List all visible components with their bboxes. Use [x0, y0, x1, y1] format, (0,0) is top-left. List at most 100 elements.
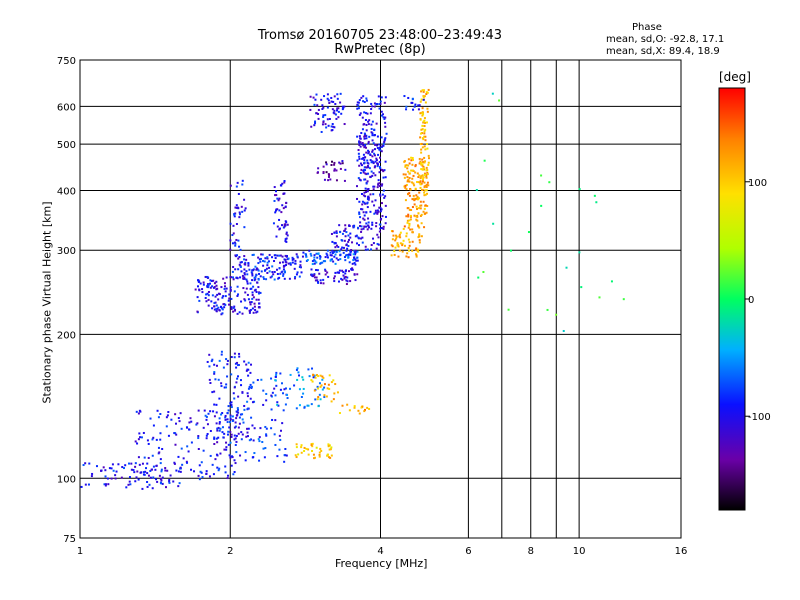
data-point: [335, 169, 338, 172]
data-point: [416, 219, 419, 222]
data-point: [357, 409, 360, 412]
data-point: [231, 415, 234, 418]
data-point: [117, 463, 120, 466]
data-point: [332, 125, 335, 128]
data-point: [319, 374, 322, 377]
data-point: [415, 247, 418, 250]
data-point: [344, 224, 347, 227]
data-point: [425, 186, 428, 189]
data-point: [310, 125, 313, 128]
data-point: [252, 311, 255, 314]
data-point: [213, 372, 216, 375]
data-point: [418, 233, 421, 236]
data-point: [384, 195, 387, 198]
data-point: [320, 98, 323, 101]
data-point: [314, 260, 317, 263]
data-point: [404, 199, 407, 202]
data-point: [391, 245, 394, 248]
data-point: [218, 422, 221, 425]
data-point: [325, 161, 328, 164]
data-point: [359, 145, 362, 148]
data-point: [261, 253, 264, 256]
data-point: [336, 391, 339, 394]
data-point: [419, 180, 422, 183]
data-point: [343, 179, 346, 182]
data-point: [370, 227, 373, 230]
data-point: [225, 441, 228, 444]
data-point: [375, 247, 378, 250]
data-point: [373, 185, 376, 188]
data-point: [281, 270, 284, 273]
data-point: [341, 278, 344, 281]
data-point: [238, 256, 241, 259]
data-point: [230, 404, 233, 407]
data-point: [149, 476, 152, 479]
data-point: [424, 174, 427, 177]
data-point: [414, 253, 417, 256]
data-point: [282, 207, 285, 210]
data-point: [319, 447, 322, 450]
data-point: [214, 458, 217, 461]
data-point: [258, 258, 261, 261]
data-point: [622, 298, 625, 301]
data-point: [295, 273, 298, 276]
data-point: [295, 253, 298, 256]
data-point: [205, 470, 208, 473]
data-point: [258, 291, 261, 294]
data-point: [128, 476, 131, 479]
data-point: [357, 149, 360, 152]
data-point: [380, 96, 383, 99]
data-point: [322, 171, 325, 174]
data-point: [333, 231, 336, 234]
data-point: [363, 201, 366, 204]
data-point: [338, 224, 341, 227]
data-point: [378, 107, 381, 110]
data-point: [422, 95, 425, 98]
data-point: [359, 216, 362, 219]
data-point: [232, 473, 235, 476]
data-point: [196, 310, 199, 313]
data-point: [322, 376, 325, 379]
data-point: [243, 360, 246, 363]
data-point: [333, 95, 336, 98]
data-point: [321, 375, 324, 378]
data-point: [138, 432, 141, 435]
data-point: [365, 112, 368, 115]
data-point: [374, 211, 377, 214]
data-point: [407, 246, 410, 249]
data-point: [235, 204, 238, 207]
data-point: [527, 231, 530, 234]
data-point: [206, 283, 209, 286]
data-point: [230, 307, 233, 310]
data-point: [173, 461, 176, 464]
data-point: [343, 256, 346, 259]
data-point: [246, 293, 249, 296]
data-point: [234, 242, 237, 245]
data-point: [418, 207, 421, 210]
data-point: [243, 209, 246, 212]
data-point: [222, 277, 225, 280]
data-point: [241, 274, 244, 277]
data-point: [120, 476, 123, 479]
data-point: [426, 143, 429, 146]
x-tick-label: 10: [573, 546, 586, 557]
data-point: [371, 221, 374, 224]
data-point: [342, 251, 345, 254]
data-point: [418, 241, 421, 244]
data-point: [178, 420, 181, 423]
data-point: [362, 144, 365, 147]
data-point: [196, 422, 199, 425]
data-point: [245, 369, 248, 372]
data-point: [146, 439, 149, 442]
data-point: [211, 358, 214, 361]
data-point: [409, 228, 412, 231]
data-point: [229, 184, 232, 187]
data-point: [425, 175, 428, 178]
data-point: [354, 279, 357, 282]
data-point: [259, 275, 262, 278]
data-point: [236, 377, 239, 380]
data-point: [344, 254, 347, 257]
data-point: [361, 200, 364, 203]
data-point: [268, 253, 271, 256]
data-point: [216, 429, 219, 432]
